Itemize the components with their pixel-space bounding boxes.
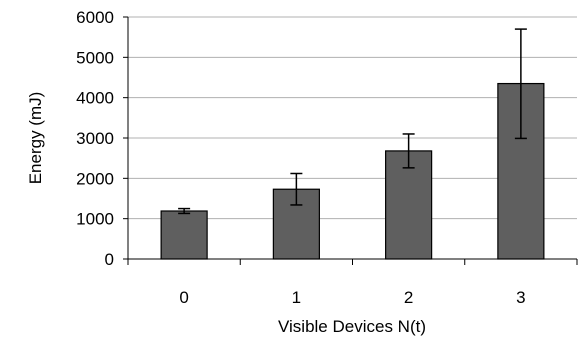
y-tick-labels: 0 1000 2000 3000 4000 5000 6000 xyxy=(76,8,114,269)
y-tick-label: 6000 xyxy=(76,8,114,27)
x-tick-label: 1 xyxy=(292,288,301,307)
error-bar xyxy=(178,207,191,215)
axes xyxy=(123,16,578,265)
y-tick-label: 1000 xyxy=(76,210,114,229)
error-bars xyxy=(178,28,527,215)
bar xyxy=(160,210,208,260)
y-tick-label: 4000 xyxy=(76,89,114,108)
x-tick-label: 2 xyxy=(404,288,413,307)
x-tick-label: 3 xyxy=(516,288,525,307)
bar xyxy=(385,150,433,260)
y-tick-label: 2000 xyxy=(76,169,114,188)
error-bar xyxy=(290,172,303,206)
y-tick-label: 3000 xyxy=(76,129,114,148)
y-axis-label: Energy (mJ) xyxy=(26,92,45,185)
x-axis-label: Visible Devices N(t) xyxy=(278,317,426,336)
x-tick-label: 0 xyxy=(179,288,188,307)
error-bar xyxy=(402,133,415,169)
y-tick-label: 0 xyxy=(105,250,114,269)
bars xyxy=(160,82,545,260)
error-bar xyxy=(514,28,527,140)
x-tick-labels: 0 1 2 3 xyxy=(179,288,525,307)
y-tick-label: 5000 xyxy=(76,48,114,67)
